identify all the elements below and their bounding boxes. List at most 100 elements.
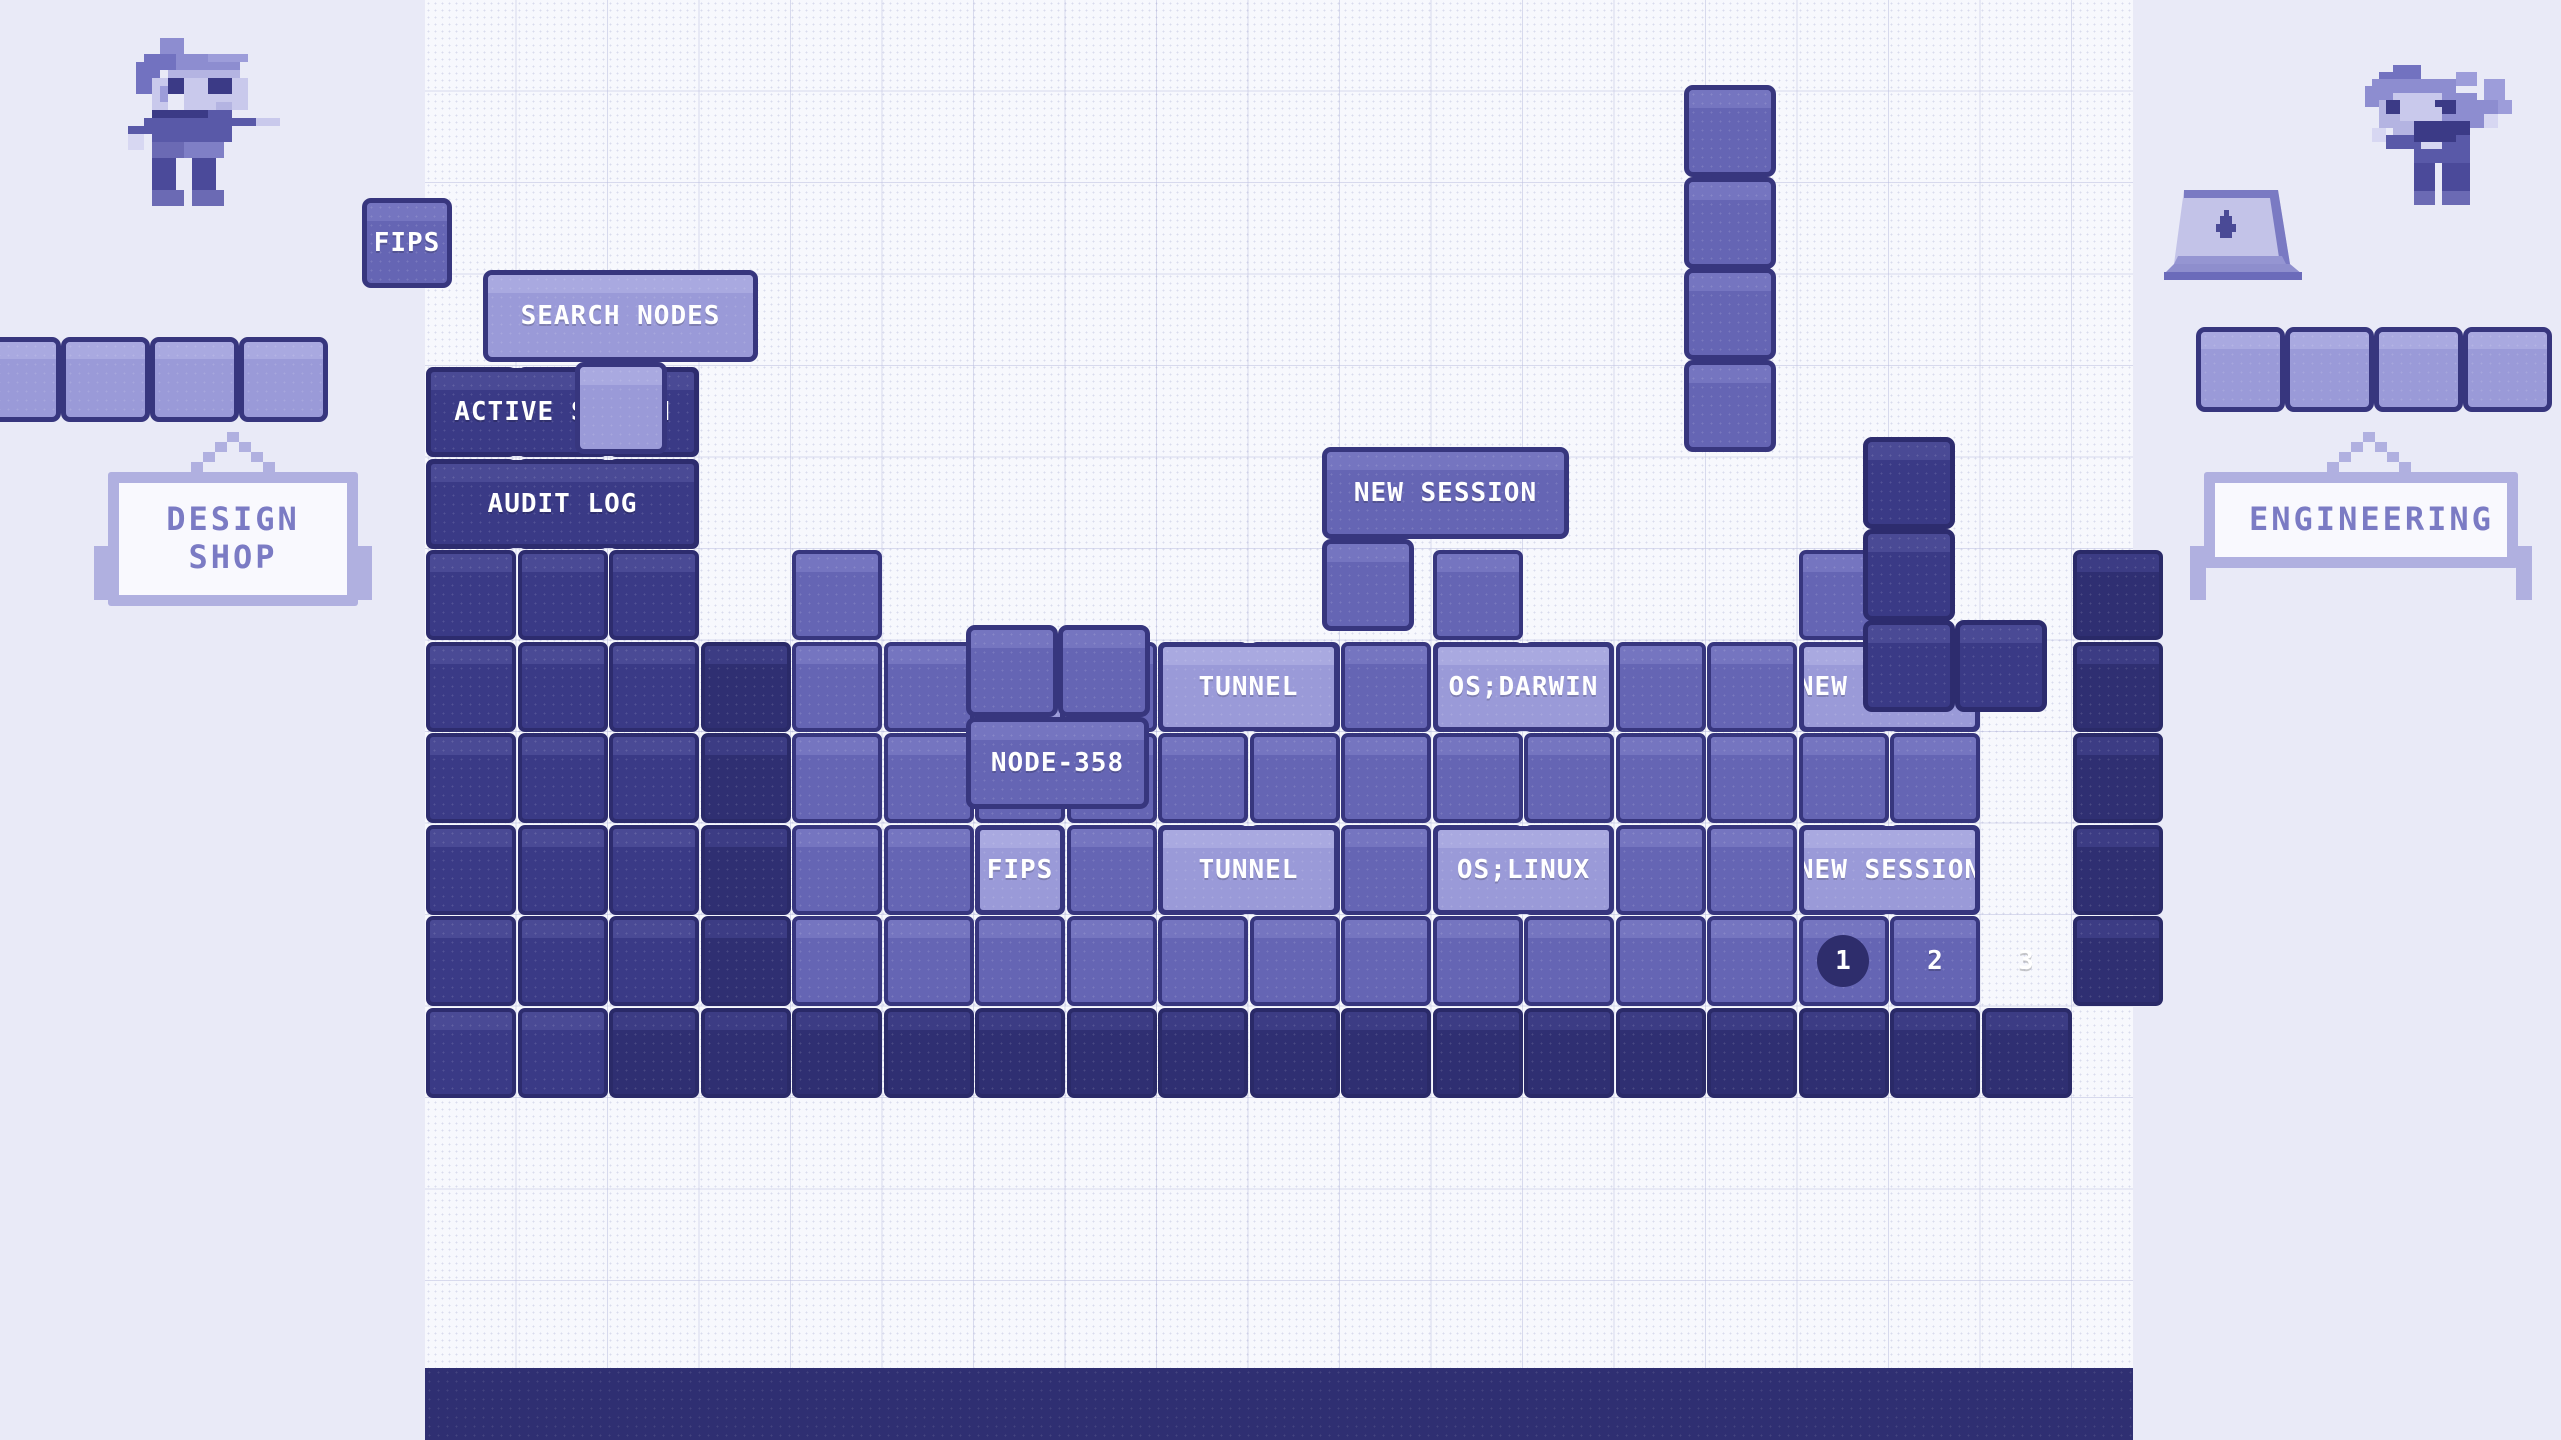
stack-block[interactable]	[518, 825, 608, 915]
piece-block[interactable]	[1863, 620, 1955, 712]
stack-block[interactable]	[792, 642, 882, 732]
stack-tile-fips[interactable]: FIPS	[976, 826, 1064, 914]
stack-block[interactable]	[1250, 733, 1340, 823]
stack-block[interactable]	[701, 825, 791, 915]
stack-block[interactable]	[1616, 733, 1706, 823]
stack-block[interactable]	[884, 642, 974, 732]
piece-block[interactable]	[1684, 360, 1776, 452]
stack-tile-os-linux[interactable]: OS;LINUX	[1434, 826, 1613, 914]
stack-block[interactable]	[884, 916, 974, 1006]
piece-block[interactable]	[1863, 437, 1955, 529]
badge-2[interactable]: 2	[1927, 946, 1943, 976]
piece-block[interactable]	[1863, 529, 1955, 621]
stack-block[interactable]	[792, 825, 882, 915]
stack-block[interactable]	[975, 1008, 1065, 1098]
stack-block[interactable]	[1341, 642, 1431, 732]
stack-block[interactable]	[426, 550, 516, 640]
piece-block[interactable]: SEARCH NODES	[483, 270, 758, 362]
piece-block[interactable]	[1684, 85, 1776, 177]
stack-block[interactable]	[701, 733, 791, 823]
piece-block[interactable]	[1955, 620, 2047, 712]
stack-block[interactable]	[701, 642, 791, 732]
piece-block[interactable]	[1322, 539, 1414, 631]
stack-block[interactable]	[884, 825, 974, 915]
stack-block[interactable]	[975, 916, 1065, 1006]
stack-block[interactable]	[1341, 916, 1431, 1006]
stack-tile-audit-log[interactable]: AUDIT LOG	[427, 460, 698, 548]
stack-block[interactable]	[1341, 825, 1431, 915]
stack-block[interactable]	[1158, 733, 1248, 823]
stack-tile-tunnel[interactable]: TUNNEL	[1159, 826, 1338, 914]
stack-block[interactable]	[792, 733, 882, 823]
stack-block[interactable]	[1707, 1008, 1797, 1098]
stack-block[interactable]	[609, 733, 699, 823]
stack-block[interactable]	[1067, 825, 1157, 915]
stack-block[interactable]	[2073, 550, 2163, 640]
stack-block[interactable]	[1341, 1008, 1431, 1098]
stack-block[interactable]	[1433, 550, 1523, 640]
stack-block[interactable]	[1799, 733, 1889, 823]
stack-block[interactable]	[1707, 733, 1797, 823]
piece-block[interactable]	[1684, 268, 1776, 360]
stack-block[interactable]	[609, 825, 699, 915]
stack-block[interactable]	[518, 642, 608, 732]
stack-block[interactable]	[1433, 1008, 1523, 1098]
piece-block[interactable]: NODE-358	[966, 717, 1149, 809]
stack-block[interactable]	[609, 916, 699, 1006]
stack-block[interactable]	[2073, 733, 2163, 823]
stack-block[interactable]	[426, 825, 516, 915]
stack-block[interactable]	[1616, 916, 1706, 1006]
stack-block[interactable]	[1616, 642, 1706, 732]
stack-tile-new-session[interactable]: NEW SESSION	[1800, 826, 1979, 914]
stack-block[interactable]	[1799, 916, 1889, 1006]
stack-block[interactable]	[1524, 916, 1614, 1006]
stack-block[interactable]	[1707, 642, 1797, 732]
stack-block[interactable]	[1890, 733, 1980, 823]
stack-block[interactable]	[518, 550, 608, 640]
badge-1[interactable]: 1	[1817, 935, 1869, 987]
stack-block[interactable]	[1707, 825, 1797, 915]
stack-block[interactable]	[1250, 916, 1340, 1006]
stack-block[interactable]	[518, 1008, 608, 1098]
stack-tile-tunnel[interactable]: TUNNEL	[1159, 643, 1338, 731]
stack-block[interactable]	[426, 916, 516, 1006]
stack-block[interactable]	[1158, 916, 1248, 1006]
stack-tile-os-darwin[interactable]: OS;DARWIN	[1434, 643, 1613, 731]
stack-block[interactable]	[701, 916, 791, 1006]
stack-block[interactable]	[426, 642, 516, 732]
stack-block[interactable]	[518, 916, 608, 1006]
stack-block[interactable]	[426, 733, 516, 823]
piece-block[interactable]	[966, 625, 1058, 717]
held-block-fips[interactable]: FIPS	[362, 198, 452, 288]
stack-block[interactable]	[701, 1008, 791, 1098]
piece-block[interactable]	[1058, 625, 1150, 717]
stack-block[interactable]	[1616, 825, 1706, 915]
stack-block[interactable]	[884, 1008, 974, 1098]
stack-block[interactable]	[2073, 916, 2163, 1006]
stack-block[interactable]	[884, 733, 974, 823]
stack-block[interactable]	[1067, 916, 1157, 1006]
piece-block[interactable]	[575, 362, 667, 454]
stack-block[interactable]	[609, 550, 699, 640]
stack-block[interactable]	[518, 733, 608, 823]
stack-block[interactable]	[1799, 1008, 1889, 1098]
stack-block[interactable]	[609, 1008, 699, 1098]
stack-block[interactable]	[1982, 1008, 2072, 1098]
stack-block[interactable]	[1250, 1008, 1340, 1098]
stack-block[interactable]	[1158, 1008, 1248, 1098]
stack-block[interactable]	[1433, 733, 1523, 823]
stack-block[interactable]	[1890, 1008, 1980, 1098]
piece-block[interactable]: NEW SESSION	[1322, 447, 1569, 539]
stack-block[interactable]	[1707, 916, 1797, 1006]
stack-block[interactable]	[1524, 1008, 1614, 1098]
stack-block[interactable]	[2073, 825, 2163, 915]
stack-block[interactable]	[1890, 916, 1980, 1006]
stack-block[interactable]	[426, 1008, 516, 1098]
stack-block[interactable]	[1433, 916, 1523, 1006]
badge-3[interactable]: 3	[2018, 946, 2034, 976]
stack-block[interactable]	[2073, 642, 2163, 732]
stack-block[interactable]	[792, 1008, 882, 1098]
stack-block[interactable]	[1341, 733, 1431, 823]
stack-block[interactable]	[1524, 733, 1614, 823]
stack-block[interactable]	[1067, 1008, 1157, 1098]
